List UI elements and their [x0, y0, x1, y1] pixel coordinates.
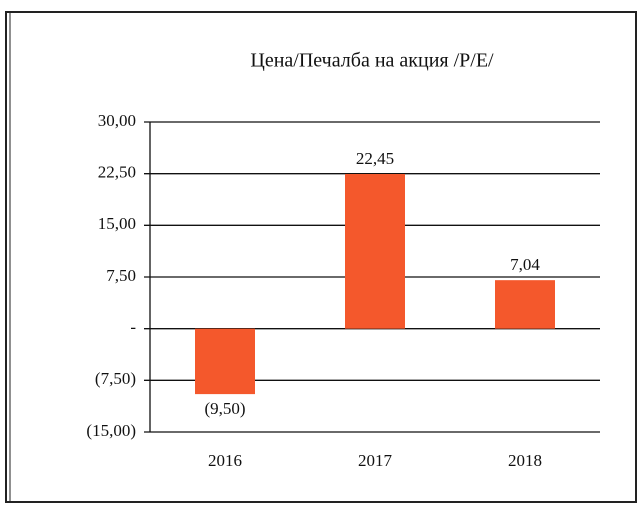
y-tick-label: (15,00) — [86, 421, 136, 440]
bar — [345, 174, 405, 329]
data-label: (9,50) — [204, 399, 245, 418]
y-tick-label: (7,50) — [95, 369, 136, 388]
x-tick-label: 2018 — [508, 451, 542, 470]
y-tick-label: 30,00 — [98, 111, 136, 130]
x-tick-label: 2017 — [358, 451, 393, 470]
y-tick-label: 7,50 — [106, 266, 136, 285]
data-label: 7,04 — [510, 255, 540, 274]
x-tick-label: 2016 — [208, 451, 242, 470]
bar — [495, 280, 555, 329]
y-tick-label: - — [130, 318, 136, 337]
frame — [5, 11, 637, 503]
y-tick-label: 15,00 — [98, 214, 136, 233]
chart-title: Цена/Печалба на акция /P/E/ — [250, 50, 494, 72]
y-tick-label: 22,50 — [98, 163, 136, 182]
data-label: 22,45 — [356, 149, 394, 168]
bar — [195, 328, 255, 395]
